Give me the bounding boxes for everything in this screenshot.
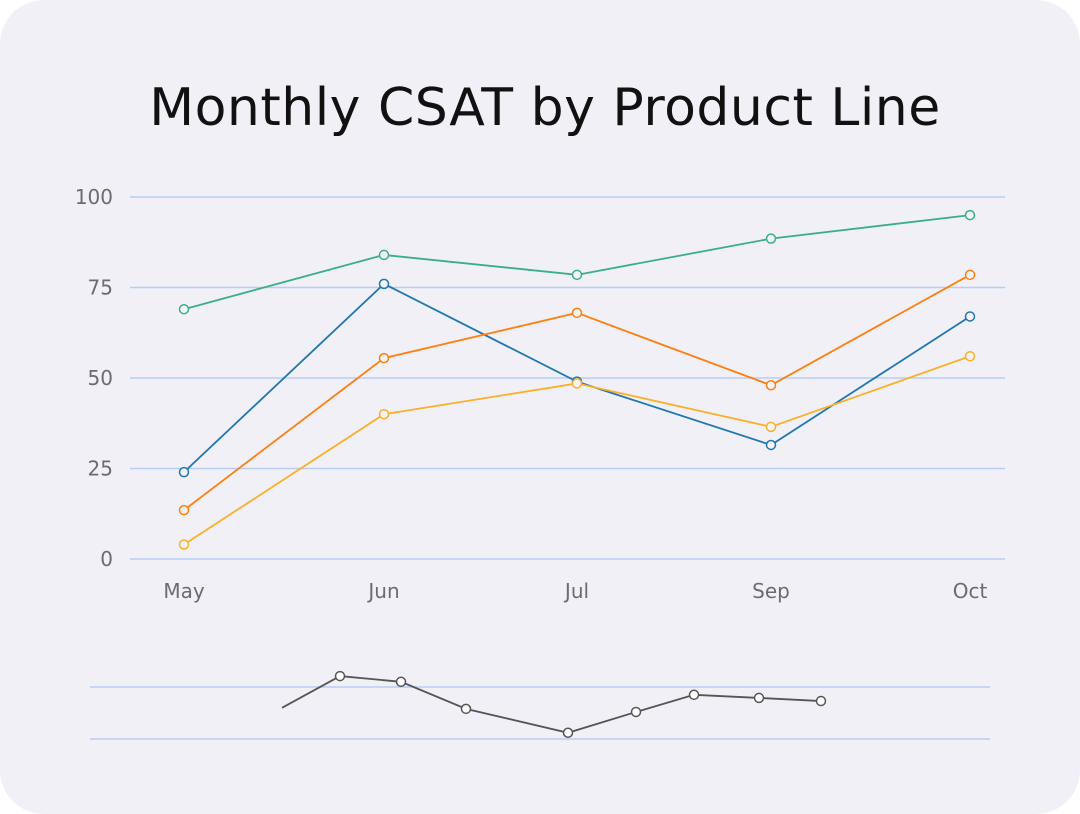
- x-tick-label: Sep: [752, 579, 790, 603]
- data-point: [765, 379, 777, 391]
- mini-data-point: [334, 670, 346, 682]
- data-point: [765, 421, 777, 433]
- mini-data-point: [753, 692, 765, 704]
- data-point: [378, 278, 390, 290]
- mini-data-point: [562, 727, 574, 739]
- y-tick-label: 50: [88, 366, 113, 390]
- data-point: [178, 303, 190, 315]
- x-tick-label: Jun: [366, 579, 399, 603]
- data-point: [964, 209, 976, 221]
- series-0: [178, 209, 976, 315]
- mini-data-point: [688, 689, 700, 701]
- series-line: [183, 214, 971, 311]
- x-tick-label: May: [163, 579, 205, 603]
- data-point: [378, 352, 390, 364]
- data-point: [378, 408, 390, 420]
- x-tick-label: Jul: [563, 579, 589, 603]
- data-point: [571, 269, 583, 281]
- series-3: [178, 351, 976, 550]
- mini-data-point: [460, 703, 472, 715]
- data-point: [765, 439, 777, 451]
- y-tick-label: 25: [88, 457, 113, 481]
- y-tick-label: 100: [75, 185, 113, 209]
- data-point: [178, 466, 190, 478]
- mini-series-line: [281, 675, 822, 734]
- y-tick-label: 75: [88, 276, 113, 300]
- data-point: [178, 539, 190, 550]
- series-2: [178, 269, 976, 516]
- x-tick-label: Oct: [953, 579, 988, 603]
- data-point: [964, 269, 976, 281]
- mini-data-point: [815, 695, 827, 707]
- data-point: [964, 311, 976, 322]
- y-tick-label: 0: [100, 547, 113, 571]
- data-point: [765, 233, 777, 244]
- chart-title: Monthly CSAT by Product Line: [149, 78, 941, 138]
- data-point: [378, 249, 390, 261]
- data-point: [571, 307, 583, 319]
- mini-data-point: [395, 676, 407, 688]
- data-point: [571, 378, 583, 389]
- data-point: [178, 504, 190, 516]
- mini-data-point: [630, 706, 642, 718]
- data-point: [964, 351, 976, 362]
- mini-series: [281, 670, 827, 739]
